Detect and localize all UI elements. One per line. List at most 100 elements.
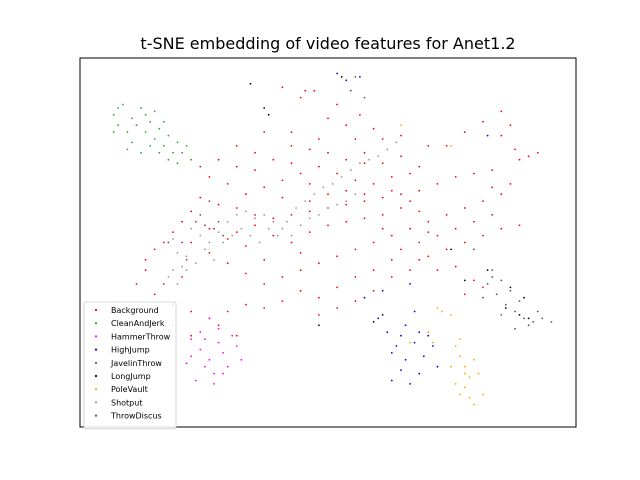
- point-javelinthrow-20: [363, 96, 366, 99]
- point-highjump-22: [345, 79, 348, 82]
- point-background-44: [190, 210, 193, 213]
- point-shotput-40: [313, 193, 316, 196]
- point-longjump-7: [518, 314, 521, 316]
- point-background-41: [235, 207, 238, 209]
- point-background-64: [445, 214, 448, 216]
- point-shotput-21: [327, 207, 329, 209]
- point-background-98: [308, 183, 311, 185]
- point-background-45: [181, 220, 184, 223]
- point-background-99: [327, 193, 329, 196]
- point-background-104: [418, 258, 421, 261]
- point-javelinthrow-15: [536, 310, 539, 313]
- point-highjump-21: [486, 134, 489, 137]
- series-background: [135, 86, 539, 337]
- point-background-148: [518, 224, 521, 227]
- point-shotput-44: [349, 169, 352, 172]
- point-background-43: [199, 196, 202, 199]
- point-cleanandjerk-11: [153, 138, 156, 140]
- point-background-161: [254, 151, 256, 154]
- point-background-46: [172, 231, 174, 234]
- point-hammerthrow-2: [208, 358, 211, 361]
- point-longjump-11: [372, 321, 375, 323]
- point-shotput-10: [226, 220, 229, 223]
- point-background-132: [153, 293, 156, 296]
- point-shotput-47: [377, 155, 380, 158]
- point-background-74: [308, 231, 311, 234]
- point-background-3: [299, 96, 302, 99]
- point-highjump-12: [400, 334, 402, 337]
- point-background-128: [162, 283, 165, 285]
- point-background-88: [263, 186, 266, 189]
- point-background-90: [226, 183, 229, 185]
- point-background-35: [345, 203, 348, 206]
- point-background-13: [345, 158, 348, 161]
- point-background-69: [491, 186, 494, 189]
- point-shotput-39: [304, 200, 307, 203]
- point-shotput-48: [386, 148, 389, 151]
- point-shotput-33: [249, 234, 252, 237]
- point-background-110: [436, 234, 439, 237]
- point-javelinthrow-18: [473, 248, 475, 251]
- point-background-166: [409, 172, 411, 175]
- point-background-54: [263, 283, 266, 285]
- point-background-5: [327, 117, 329, 120]
- point-cleanandjerk-12: [144, 131, 147, 134]
- point-hammerthrow-0: [190, 338, 193, 340]
- point-shotput-46: [368, 158, 370, 161]
- point-shotput-36: [276, 234, 279, 237]
- point-background-136: [235, 334, 238, 337]
- point-background-134: [190, 334, 193, 337]
- point-hammerthrow-8: [222, 352, 225, 354]
- point-shotput-15: [272, 220, 275, 223]
- point-background-124: [226, 310, 229, 313]
- point-hammerthrow-1: [199, 348, 202, 351]
- point-cleanandjerk-6: [167, 134, 170, 137]
- point-background-7: [359, 113, 361, 116]
- point-cleanandjerk-19: [149, 145, 152, 147]
- point-background-4: [336, 103, 338, 106]
- point-highjump-13: [390, 379, 393, 382]
- point-polevault-7: [459, 393, 462, 396]
- point-polevault-15: [441, 310, 443, 313]
- point-background-20: [463, 131, 466, 134]
- legend-marker-throwdiscus: [94, 414, 98, 417]
- point-highjump-6: [409, 383, 411, 385]
- point-shotput-14: [263, 214, 266, 216]
- point-background-135: [217, 324, 220, 327]
- point-background-105: [436, 269, 439, 271]
- point-background-86: [299, 172, 302, 175]
- point-background-130: [135, 283, 138, 285]
- point-background-167: [500, 110, 503, 113]
- point-polevault-19: [409, 341, 411, 344]
- point-background-96: [272, 158, 275, 161]
- point-shotput-43: [340, 176, 343, 178]
- point-javelinthrow-1: [500, 279, 503, 282]
- point-background-66: [482, 200, 484, 203]
- point-background-42: [217, 203, 220, 206]
- point-background-106: [454, 265, 457, 268]
- point-background-65: [463, 207, 466, 209]
- point-background-38: [290, 214, 293, 216]
- point-longjump-9: [450, 248, 452, 251]
- point-throwdiscus-2: [217, 220, 220, 223]
- point-shotput-24: [354, 193, 357, 196]
- point-background-89: [245, 193, 247, 196]
- legend-label-throwdiscus: ThrowDiscus: [110, 412, 162, 421]
- point-background-31: [418, 189, 421, 192]
- point-javelinthrow-0: [491, 269, 494, 271]
- point-javelinthrow-13: [514, 327, 516, 330]
- series-throwdiscus: [167, 200, 225, 261]
- point-background-111: [454, 227, 457, 230]
- point-background-163: [363, 151, 366, 154]
- point-shotput-17: [290, 234, 293, 237]
- point-background-101: [363, 193, 366, 196]
- point-shotput-45: [359, 162, 361, 165]
- point-background-113: [491, 214, 494, 216]
- point-cleanandjerk-17: [131, 141, 133, 144]
- point-background-63: [427, 220, 430, 223]
- point-hammerthrow-17: [240, 358, 243, 361]
- point-javelinthrow-14: [527, 324, 530, 327]
- point-polevault-10: [473, 358, 475, 361]
- point-background-8: [372, 127, 375, 130]
- point-longjump-2: [263, 107, 266, 109]
